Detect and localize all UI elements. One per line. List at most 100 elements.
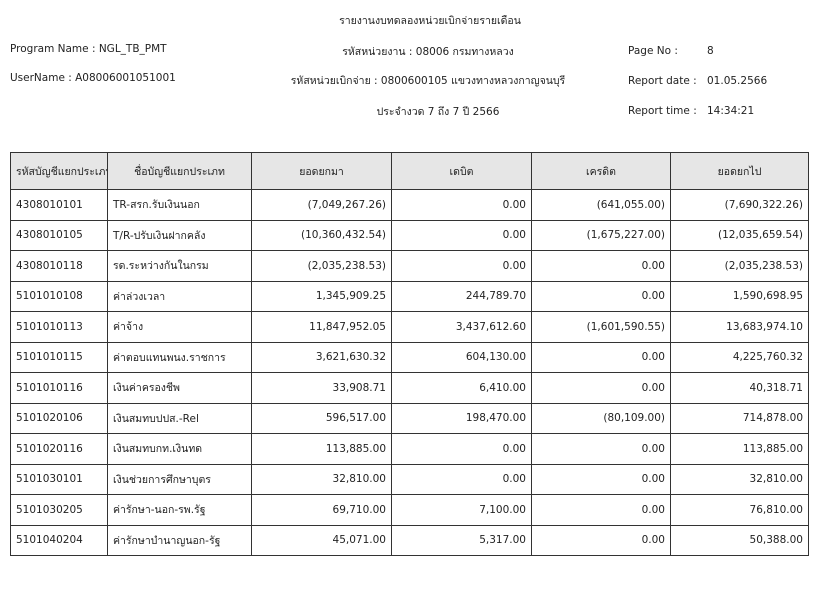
amount-cell: 40,318.71	[670, 372, 809, 404]
amount-cell: 4,225,760.32	[670, 341, 809, 373]
amount-cell: 113,885.00	[251, 433, 392, 465]
text-cell: ค่ารักษา-นอก-รพ.รัฐ	[107, 494, 252, 526]
text-cell: 5101010115	[10, 341, 108, 373]
report-date: 01.05.2566	[707, 75, 768, 87]
amount-cell: 0.00	[531, 433, 671, 465]
column-header: ยอดยกมา	[251, 152, 392, 190]
amount-cell: 50,388.00	[670, 524, 809, 556]
report-date-label: Report date :	[628, 75, 697, 87]
amount-cell: 244,789.70	[391, 280, 532, 312]
amount-cell: 5,317.00	[391, 524, 532, 556]
amount-cell: 7,100.00	[391, 494, 532, 526]
amount-cell: 198,470.00	[391, 402, 532, 434]
column-header: ยอดยกไป	[670, 152, 809, 190]
amount-cell: 604,130.00	[391, 341, 532, 373]
text-cell: 5101020116	[10, 433, 108, 465]
column-header: เครดิต	[531, 152, 671, 190]
amount-cell: 0.00	[391, 463, 532, 495]
amount-cell: 0.00	[531, 341, 671, 373]
amount-cell: 0.00	[531, 524, 671, 556]
column-header: ชื่อบัญชีแยกประเภท	[107, 152, 252, 190]
column-header: รหัสบัญชีแยกประเภท	[10, 152, 108, 190]
text-cell: 4308010118	[10, 250, 108, 282]
table-row: 4308010101 TR-สรก.รับเงินนอก (7,049,267.26…	[10, 189, 809, 221]
table-row: 5101020116 เงินสมทบกท.เงินทด 113,885.00 0.0…	[10, 433, 809, 465]
page-no-label: Page No :	[628, 45, 678, 57]
text-cell: เงินสมทบปปส.-Rel	[107, 402, 252, 434]
report-time: 14:34:21	[707, 105, 755, 117]
amount-cell: 0.00	[531, 280, 671, 312]
amount-cell: (80,109.00)	[531, 402, 671, 434]
text-cell: 5101010113	[10, 311, 108, 343]
table-row: 5101020106 เงินสมทบปปส.-Rel 596,517.00 198,…	[10, 402, 809, 434]
amount-cell: 3,437,612.60	[391, 311, 532, 343]
table-row: 5101010113 ค่าจ้าง 11,847,952.05 3,437,612.…	[10, 311, 809, 343]
text-cell: ค่ารักษาบำนาญนอก-รัฐ	[107, 524, 252, 556]
table-row: 5101010115 ค่าตอบแทนพนง.ราชการ 3,621,630.3…	[10, 341, 809, 373]
amount-cell: (10,360,432.54)	[251, 219, 392, 251]
page-no: 8	[707, 45, 714, 57]
agency: รหัสหน่วยงาน : 08006 กรมทางหลวง	[342, 46, 514, 58]
amount-cell: 0.00	[391, 189, 532, 221]
text-cell: รด.ระหว่างกันในกรม	[107, 250, 252, 282]
username: UserName : A08006001051001	[10, 72, 176, 84]
amount-cell: (1,601,590.55)	[531, 311, 671, 343]
text-cell: 5101010108	[10, 280, 108, 312]
amount-cell: 1,345,909.25	[251, 280, 392, 312]
amount-cell: 6,410.00	[391, 372, 532, 404]
amount-cell: 0.00	[391, 219, 532, 251]
amount-cell: 76,810.00	[670, 494, 809, 526]
disbursing-unit: รหัสหน่วยเบิกจ่าย : 0800600105 แขวงทางหล…	[290, 75, 566, 87]
amount-cell: 69,710.00	[251, 494, 392, 526]
text-cell: เงินสมทบกท.เงินทด	[107, 433, 252, 465]
amount-cell: 0.00	[391, 433, 532, 465]
report-title: รายงานงบทดลองหน่วยเบิกจ่ายรายเดือน	[339, 15, 521, 27]
text-cell: 4308010101	[10, 189, 108, 221]
amount-cell: (641,055.00)	[531, 189, 671, 221]
amount-cell: 0.00	[531, 372, 671, 404]
amount-cell: (7,690,322.26)	[670, 189, 809, 221]
text-cell: 5101040204	[10, 524, 108, 556]
amount-cell: 0.00	[531, 250, 671, 282]
text-cell: 4308010105	[10, 219, 108, 251]
header-row: รหัสบัญชีแยกประเภท ชื่อบัญชีแยกประเภท ยอดย…	[10, 152, 809, 190]
amount-cell: (1,675,227.00)	[531, 219, 671, 251]
amount-cell: (2,035,238.53)	[251, 250, 392, 282]
amount-cell: 0.00	[531, 494, 671, 526]
text-cell: TR-สรก.รับเงินนอก	[107, 189, 252, 221]
amount-cell: 3,621,630.32	[251, 341, 392, 373]
amount-cell: (2,035,238.53)	[670, 250, 809, 282]
amount-cell: 0.00	[531, 463, 671, 495]
amount-cell: (12,035,659.54)	[670, 219, 809, 251]
amount-cell: 596,517.00	[251, 402, 392, 434]
table-row: 5101030101 เงินช่วยการศึกษาบุตร 32,810.00 0…	[10, 463, 809, 495]
amount-cell: 33,908.71	[251, 372, 392, 404]
amount-cell: 0.00	[391, 250, 532, 282]
trial-balance-table: รหัสบัญชีแยกประเภท ชื่อบัญชีแยกประเภท ยอดย…	[10, 152, 809, 556]
amount-cell: 32,810.00	[670, 463, 809, 495]
table-row: 5101010116 เงินค่าครองชีพ 33,908.71 6,410.0…	[10, 372, 809, 404]
text-cell: ค่าจ้าง	[107, 311, 252, 343]
column-header: เดบิต	[391, 152, 532, 190]
period: ประจำงวด 7 ถึง 7 ปี 2566	[376, 106, 500, 118]
text-cell: เงินค่าครองชีพ	[107, 372, 252, 404]
text-cell: T/R-ปรับเงินฝากคลัง	[107, 219, 252, 251]
amount-cell: 11,847,952.05	[251, 311, 392, 343]
amount-cell: 714,878.00	[670, 402, 809, 434]
amount-cell: 45,071.00	[251, 524, 392, 556]
program-name: Program Name : NGL_TB_PMT	[10, 43, 167, 55]
text-cell: ค่าตอบแทนพนง.ราชการ	[107, 341, 252, 373]
amount-cell: 32,810.00	[251, 463, 392, 495]
report-time-label: Report time :	[628, 105, 697, 117]
amount-cell: 13,683,974.10	[670, 311, 809, 343]
table-row: 5101010108 ค่าล่วงเวลา 1,345,909.25 244,789…	[10, 280, 809, 312]
table-row: 5101030205 ค่ารักษา-นอก-รพ.รัฐ 69,710.00 7,…	[10, 494, 809, 526]
table-row: 5101040204 ค่ารักษาบำนาญนอก-รัฐ 45,071.00 5…	[10, 524, 809, 556]
text-cell: 5101010116	[10, 372, 108, 404]
text-cell: เงินช่วยการศึกษาบุตร	[107, 463, 252, 495]
table-row: 4308010118 รด.ระหว่างกันในกรม (2,035,238.5…	[10, 250, 809, 282]
text-cell: 5101030101	[10, 463, 108, 495]
amount-cell: 113,885.00	[670, 433, 809, 465]
text-cell: ค่าล่วงเวลา	[107, 280, 252, 312]
